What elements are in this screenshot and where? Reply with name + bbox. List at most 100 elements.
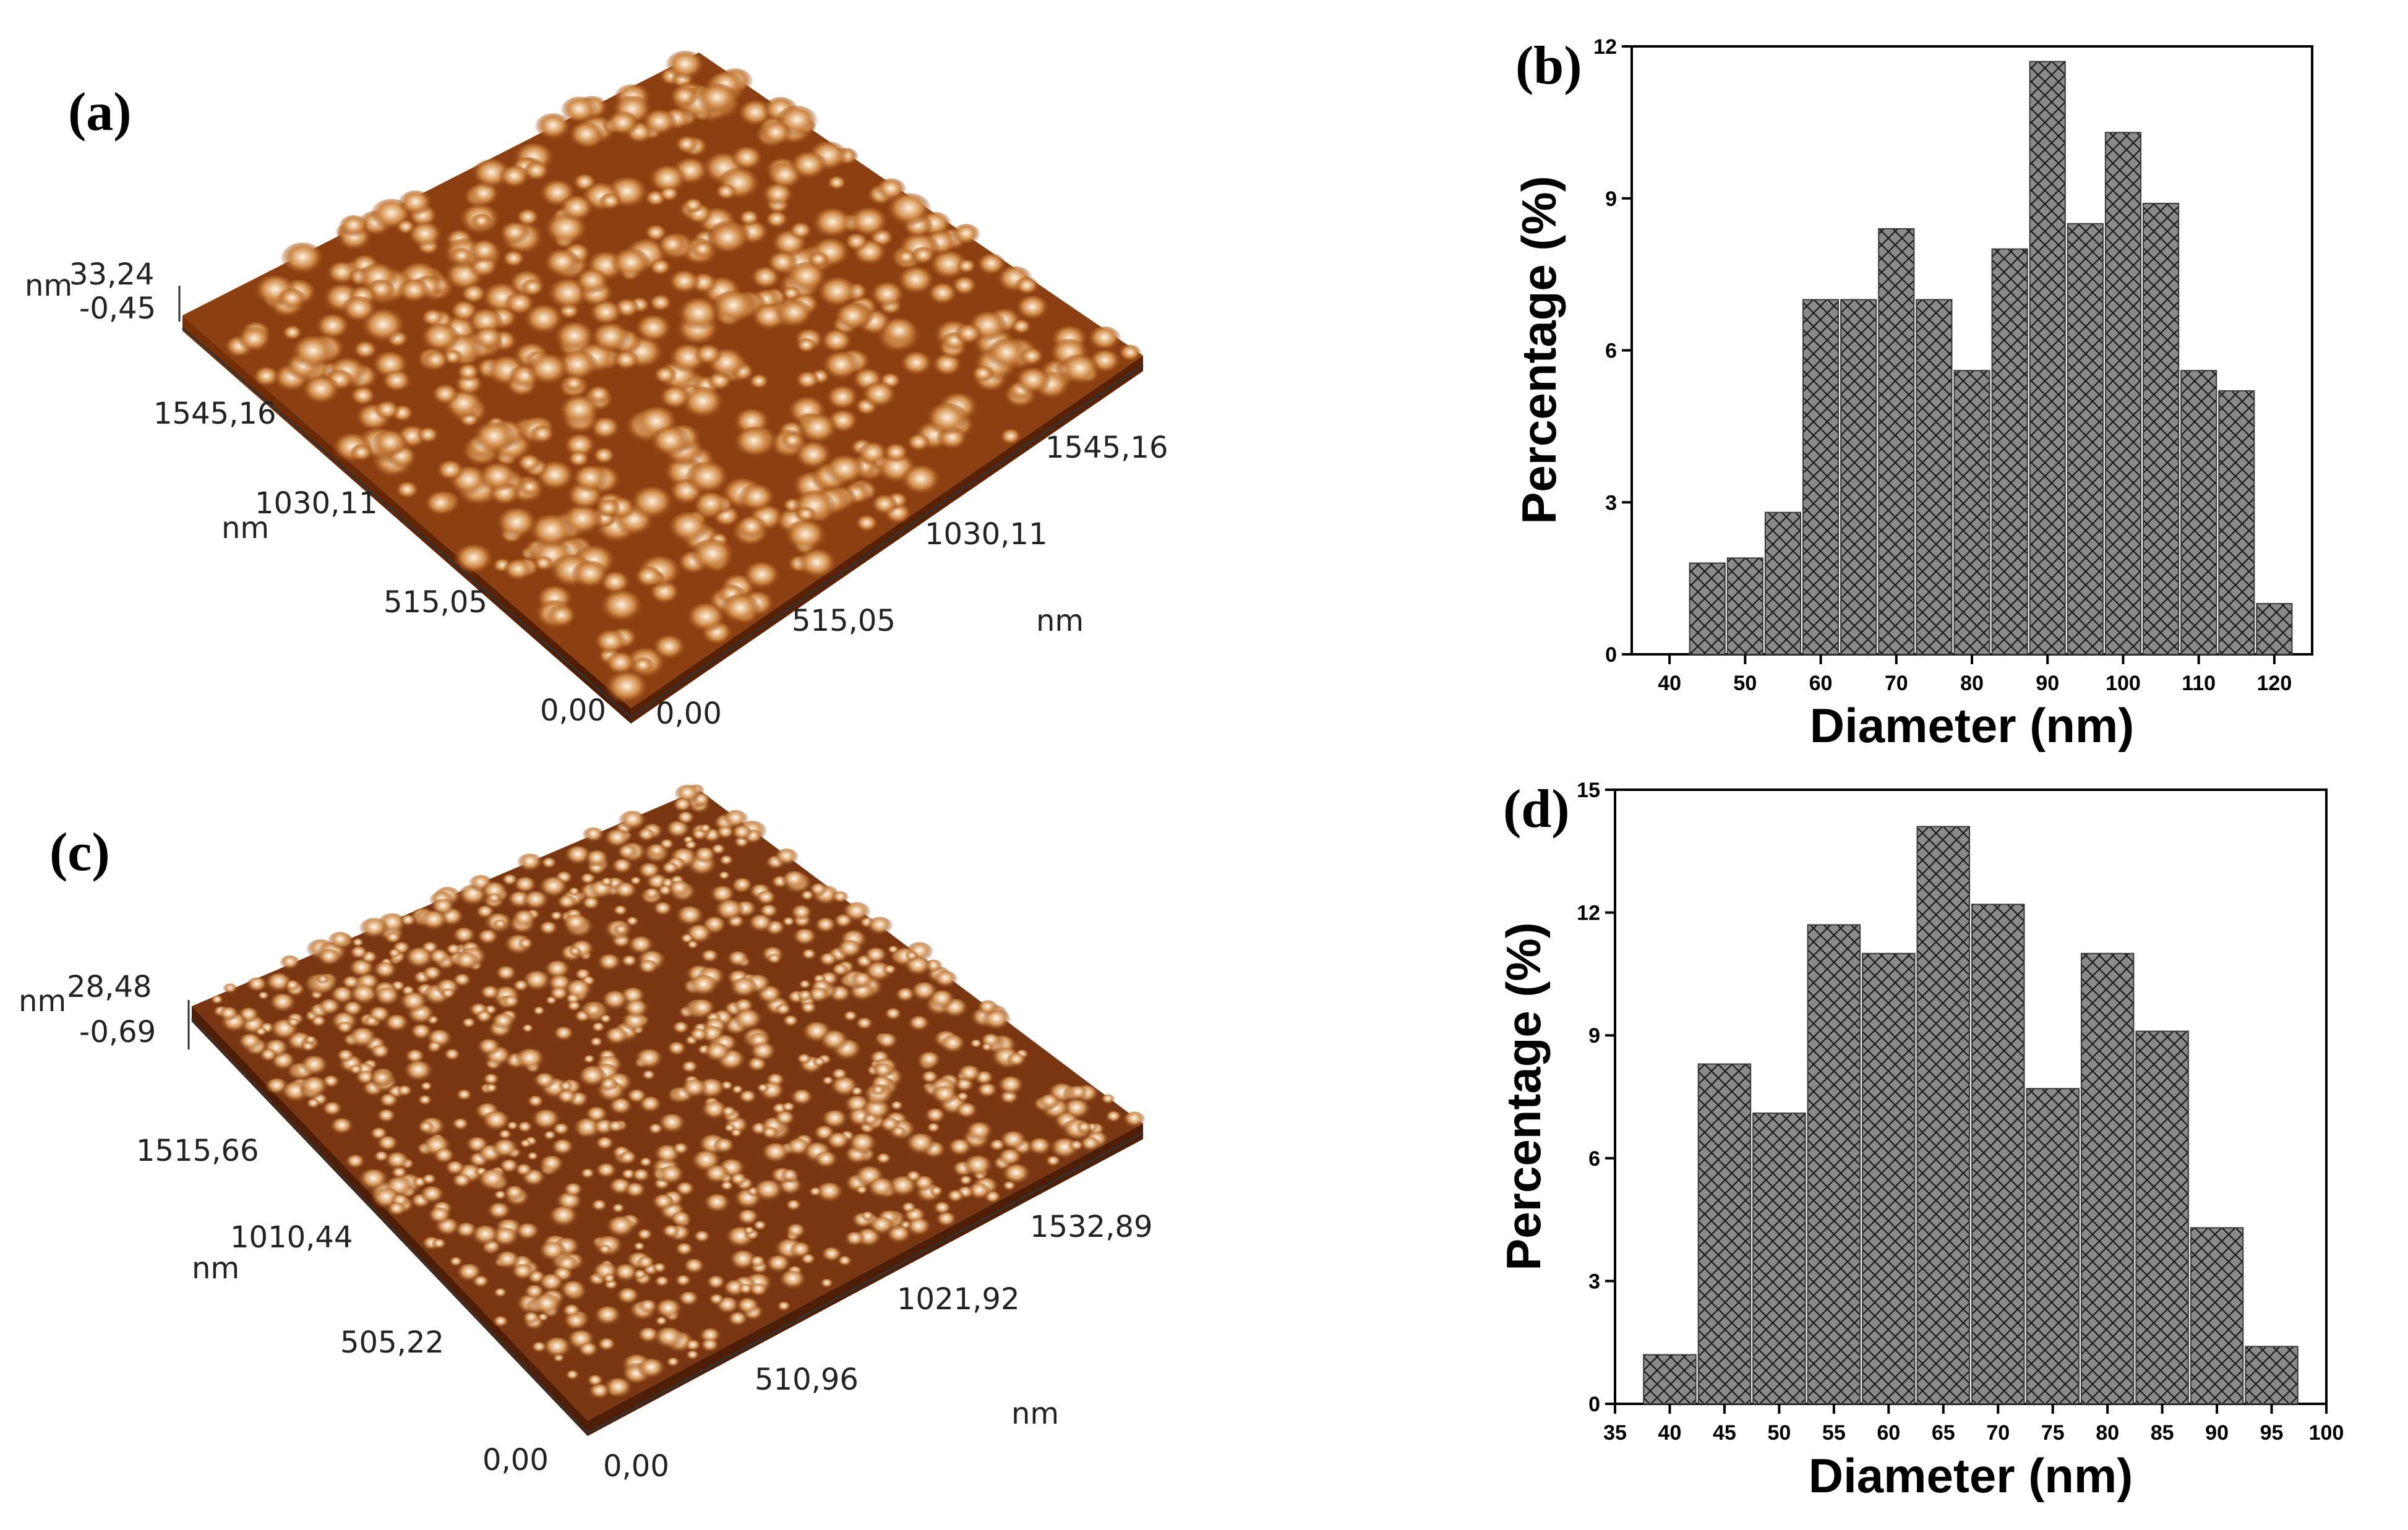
- surface-grain: [600, 991, 630, 1014]
- y-tick-label: 0: [1605, 643, 1617, 667]
- surface-grain: [580, 1168, 596, 1181]
- right-tick-2: 1030,11: [925, 517, 1048, 552]
- surface-grain: [304, 1036, 317, 1046]
- surface-grain: [928, 250, 969, 284]
- surface-grain: [674, 1242, 694, 1259]
- surface-grain: [589, 323, 632, 356]
- surface-grain: [558, 195, 595, 225]
- surface-grain: [758, 121, 793, 149]
- surface-grain: [562, 376, 585, 395]
- surface-grain: [371, 430, 409, 460]
- surface-grain: [844, 1231, 866, 1249]
- surface-grain: [606, 111, 640, 139]
- surface-grain: [472, 327, 504, 353]
- surface-grain: [866, 1177, 896, 1202]
- surface-grain: [765, 211, 789, 231]
- surface-grain: [774, 1004, 792, 1018]
- left-tick-2: 1010,44: [230, 1220, 353, 1255]
- surface-grain: [684, 1340, 702, 1354]
- left-tick-1: 1545,16: [153, 396, 276, 431]
- surface-grain: [555, 1090, 578, 1108]
- surface-grain: [538, 1273, 565, 1296]
- surface-grain: [632, 1270, 648, 1282]
- surface-grain: [899, 465, 942, 499]
- afm-axis-left: [182, 327, 632, 719]
- surface-grain: [538, 921, 559, 938]
- x-tick-label: 80: [2096, 1421, 2119, 1445]
- surface-grain: [825, 1132, 851, 1153]
- bar-65: [1840, 299, 1877, 656]
- bar-group: [1689, 61, 2293, 656]
- surface-grain: [453, 952, 481, 974]
- surface-grain: [516, 1121, 533, 1135]
- surface-grain: [257, 991, 270, 1002]
- right-unit: nm: [1036, 604, 1084, 638]
- afm-surface-texture: [210, 784, 1146, 1403]
- surface-grain: [796, 549, 838, 583]
- surface-grain: [648, 294, 673, 314]
- bar-120: [2256, 603, 2293, 655]
- surface-grain: [519, 1139, 533, 1150]
- surface-grain: [907, 1015, 931, 1035]
- surface-grain: [731, 1009, 764, 1035]
- surface-grain: [577, 1066, 608, 1092]
- surface-grain: [636, 828, 656, 845]
- surface-grain: [502, 250, 526, 270]
- surface-grain: [633, 1242, 646, 1253]
- surface-grain: [584, 850, 610, 871]
- surface-grain: [637, 1299, 659, 1317]
- surface-grain: [615, 1288, 640, 1308]
- surface-grain: [268, 993, 297, 1017]
- surface-grain: [719, 594, 761, 628]
- surface-grain: [387, 949, 402, 960]
- surface-grain: [584, 1106, 609, 1126]
- bar-60: [1802, 299, 1840, 656]
- surface-grain: [689, 539, 735, 576]
- surface-grain: [731, 1085, 744, 1096]
- surface-grain: [372, 962, 398, 983]
- surface-grain: [567, 451, 591, 469]
- surface-grain: [435, 460, 465, 484]
- surface-grain: [423, 492, 458, 519]
- surface-grain: [516, 938, 534, 952]
- surface-grain: [720, 1106, 737, 1120]
- surface-grain: [641, 109, 678, 139]
- surface-grain: [1001, 1164, 1032, 1189]
- z-unit: nm: [25, 268, 72, 303]
- surface-grain: [559, 1281, 588, 1304]
- surface-grain: [700, 950, 719, 966]
- surface-grain: [996, 1149, 1023, 1170]
- surface-grain: [816, 277, 859, 312]
- surface-grain: [646, 844, 667, 861]
- afm-side-left: [182, 315, 631, 724]
- surface-grain: [416, 427, 440, 446]
- surface-grain: [882, 965, 898, 977]
- surface-grain: [482, 1074, 500, 1088]
- surface-grain: [327, 931, 353, 952]
- surface-grain: [890, 1126, 907, 1140]
- surface-grain: [815, 1182, 844, 1207]
- surface-grain: [808, 883, 829, 899]
- surface-grain: [1014, 277, 1040, 297]
- x-tick-label: 80: [1960, 672, 1984, 695]
- surface-grain: [421, 1174, 437, 1187]
- surface-grain: [782, 1015, 800, 1030]
- surface-grain: [286, 1018, 301, 1030]
- surface-grain: [932, 1202, 952, 1218]
- surface-grain: [476, 930, 499, 948]
- surface-grain: [453, 544, 495, 578]
- surface-grain: [790, 905, 813, 924]
- surface-grain: [276, 288, 307, 312]
- surface-grain: [596, 1338, 617, 1354]
- panel-label-b: (b): [1515, 36, 1582, 96]
- surface-grain: [776, 1301, 791, 1314]
- z-max: 33,24: [69, 257, 154, 292]
- surface-grain: [684, 461, 731, 498]
- surface-grain: [947, 1139, 973, 1160]
- surface-grain: [419, 1186, 445, 1207]
- surface-grain: [634, 566, 664, 591]
- surface-grain: [542, 249, 581, 280]
- surface-grain: [449, 247, 474, 267]
- surface-grain: [381, 370, 413, 395]
- surface-grain: [623, 1182, 647, 1201]
